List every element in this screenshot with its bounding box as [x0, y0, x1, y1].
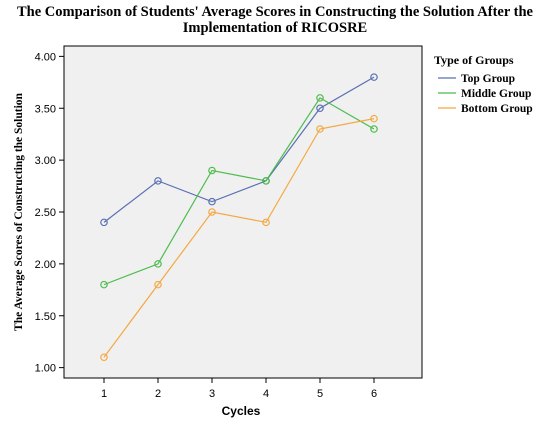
- series-lines: [103, 76, 375, 358]
- data-point: [316, 94, 324, 102]
- data-point: [208, 197, 216, 206]
- data-point: [154, 280, 162, 289]
- y-tick-label: 3.50: [35, 103, 56, 115]
- data-point: [370, 114, 378, 123]
- series-points: [100, 73, 378, 362]
- legend-label: Bottom Group: [461, 103, 533, 115]
- chart-title: The Comparison of Students' Average Scor…: [17, 4, 533, 36]
- series-line-2: [103, 97, 375, 286]
- data-point: [262, 218, 270, 227]
- x-axis: 1 2 3 4 5 6: [101, 378, 377, 400]
- legend-label: Middle Group: [461, 88, 531, 100]
- data-point: [370, 125, 378, 133]
- legend: Type of Groups Top Group Middle Group Bott…: [434, 53, 533, 115]
- data-point: [370, 73, 378, 81]
- x-tick-label: 4: [263, 388, 269, 400]
- legend-label: Top Group: [461, 73, 515, 85]
- data-point: [100, 280, 108, 289]
- legend-title: Type of Groups: [434, 53, 514, 67]
- data-point: [316, 104, 324, 113]
- y-tick-label: 2.50: [35, 207, 56, 219]
- data-point: [316, 125, 324, 133]
- data-point: [208, 208, 216, 216]
- x-tick-label: 5: [317, 388, 323, 400]
- y-tick-label: 3.00: [35, 155, 56, 167]
- y-tick-label: 1.50: [35, 311, 56, 323]
- x-axis-title: Cycles: [222, 404, 261, 418]
- plot-area: [63, 45, 423, 379]
- data-point: [100, 218, 108, 227]
- x-tick-label: 3: [209, 388, 215, 400]
- data-point: [154, 177, 162, 185]
- x-tick-label: 1: [101, 388, 107, 400]
- data-point: [100, 353, 108, 362]
- x-tick-label: 2: [155, 388, 161, 400]
- y-tick-label: 1.00: [35, 363, 56, 375]
- data-point: [208, 166, 216, 175]
- data-point: [154, 260, 162, 268]
- y-axis-title: The Average Scores of Constructing the S…: [13, 92, 25, 330]
- y-axis: 1.00 1.50 2.00 2.50 3.00 3.50 4.00: [35, 51, 64, 375]
- data-point: [262, 177, 270, 185]
- y-tick-label: 2.00: [35, 259, 56, 271]
- series-line-3: [103, 118, 375, 358]
- y-tick-label: 4.00: [35, 51, 56, 63]
- x-tick-label: 6: [371, 388, 377, 400]
